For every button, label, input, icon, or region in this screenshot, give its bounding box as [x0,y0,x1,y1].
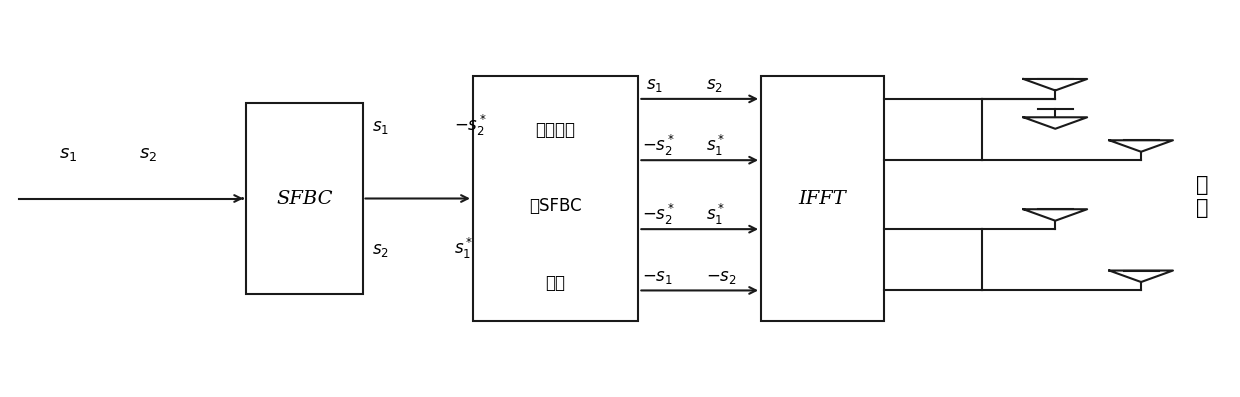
Text: 基于转置: 基于转置 [536,121,575,139]
Text: $-s_2^*$: $-s_2^*$ [642,133,676,158]
Bar [472,76,639,321]
Text: $s_1^*$: $s_1^*$ [706,133,725,158]
Text: $s_1$: $s_1$ [60,145,77,164]
Text: 天
线: 天 线 [1197,175,1209,218]
Text: $s_2$: $s_2$ [139,145,157,164]
Text: 编码: 编码 [546,274,565,292]
Text: $-s_1$: $-s_1$ [642,269,673,286]
Text: $-s_2^*$: $-s_2^*$ [642,201,676,227]
Bar [246,103,362,294]
Text: $-s_2^*$: $-s_2^*$ [455,114,487,139]
Text: IFFT: IFFT [799,189,846,208]
Text: $s_1^*$: $s_1^*$ [706,201,725,227]
Text: 的SFBC: 的SFBC [529,197,582,215]
Text: $s_2$: $s_2$ [372,242,389,259]
Text: $s_1$: $s_1$ [646,77,663,94]
Text: SFBC: SFBC [277,189,332,208]
Bar [761,76,884,321]
Text: $-s_2$: $-s_2$ [706,269,737,286]
Text: $s_1^*$: $s_1^*$ [455,236,474,261]
Text: $s_2$: $s_2$ [706,77,723,94]
Text: $s_1$: $s_1$ [372,119,389,137]
